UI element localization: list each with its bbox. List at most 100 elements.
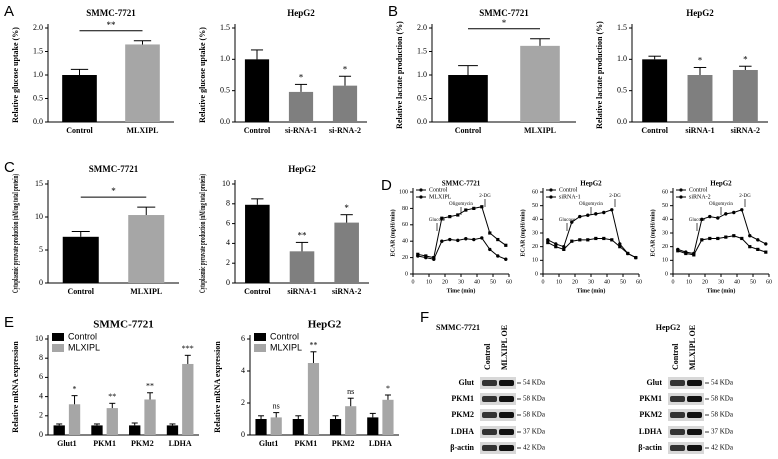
size-label: 42 KDa — [523, 444, 546, 452]
y-tick-label: 15 — [35, 179, 43, 188]
legend-marker — [549, 188, 553, 192]
marker — [602, 236, 606, 241]
blot-band — [482, 445, 497, 451]
series-line — [417, 237, 506, 260]
bar — [288, 91, 314, 122]
y-tick-label: 0.5 — [220, 85, 230, 94]
size-label: 58 KDa — [711, 395, 734, 403]
x-tick-label: siRNA-1 — [287, 287, 316, 296]
marker — [416, 252, 420, 256]
marker — [764, 242, 768, 246]
injection-label: Oligomycin — [579, 202, 603, 207]
legend-label: MLXIPL — [68, 342, 100, 352]
marker — [610, 238, 614, 242]
marker — [464, 237, 468, 241]
marker — [432, 256, 436, 260]
injection-label: Oligomycin — [709, 202, 733, 207]
legend-swatch — [52, 333, 64, 341]
marker — [440, 239, 444, 243]
x-tick-label: 0 — [672, 279, 675, 285]
y-tick-label: 30 — [662, 230, 668, 236]
size-label: 54 KDa — [711, 379, 734, 387]
y-tick-label: 1.5 — [617, 23, 627, 32]
marker — [764, 250, 768, 254]
x-tick-label: 30 — [458, 279, 464, 285]
blot-band — [482, 412, 497, 418]
x-tick-label: 40 — [734, 279, 740, 285]
bar — [255, 419, 267, 435]
blot-band — [482, 429, 497, 435]
significance: * — [344, 203, 349, 213]
series-line — [547, 209, 637, 259]
chart-title: HepG2 — [686, 8, 714, 18]
x-tick-label: 20 — [572, 279, 578, 285]
protein-label: LDHA — [639, 427, 662, 436]
significance: *** — [182, 344, 194, 353]
y-tick-label: 10 — [532, 258, 538, 264]
marker — [676, 249, 680, 253]
significance: ns — [273, 401, 280, 410]
size-label: 37 KDa — [523, 428, 546, 436]
marker — [716, 216, 720, 220]
y-tick-label: 20 — [532, 244, 538, 250]
marker — [546, 238, 550, 242]
legend-label: Control — [68, 331, 97, 341]
size-label: 58 KDa — [523, 395, 546, 403]
blot-band — [670, 445, 685, 451]
marker — [618, 242, 622, 246]
y-tick-label: 0.0 — [33, 117, 43, 126]
legend-marker — [679, 195, 683, 199]
chart-title: HepG2 — [710, 180, 732, 188]
y-axis-label: Relative mRNA expression — [213, 341, 222, 433]
y-tick-label: 50 — [662, 203, 668, 209]
bar — [448, 75, 488, 122]
significance: * — [299, 72, 304, 82]
injection-label: Glucose — [429, 218, 446, 223]
marker — [732, 234, 736, 238]
y-tick-label: 1.0 — [617, 54, 627, 63]
x-tick-label: 30 — [588, 279, 594, 285]
marker — [708, 214, 712, 219]
x-tick-label: 30 — [718, 279, 724, 285]
marker — [724, 235, 728, 239]
blot-band — [499, 396, 514, 402]
blot-title: HepG2 — [656, 323, 680, 332]
marker — [692, 253, 696, 257]
chart-title: SMMC-7721 — [479, 8, 529, 18]
marker — [554, 245, 558, 249]
blot-band — [687, 380, 702, 386]
blot-band — [482, 380, 497, 386]
x-tick-label: Control — [244, 126, 271, 135]
y-tick-label: 0.5 — [617, 85, 627, 94]
panel-label: A — [4, 3, 14, 20]
marker — [424, 254, 428, 258]
chart-title: SMMC-7721 — [86, 8, 136, 18]
y-tick-label: 20 — [662, 244, 668, 250]
y-tick-label: 2 — [39, 411, 43, 420]
y-tick-label: 1.0 — [33, 70, 43, 79]
marker — [700, 217, 704, 222]
bar — [520, 45, 560, 122]
marker — [634, 256, 638, 260]
marker — [618, 245, 622, 249]
protein-label: Glut — [458, 378, 474, 387]
bar — [125, 44, 160, 123]
x-axis-label: Time (min) — [577, 287, 606, 294]
bar — [144, 399, 156, 435]
significance: * — [343, 64, 348, 74]
x-tick-label: 10 — [556, 279, 562, 285]
marker — [748, 245, 752, 249]
blot-band — [499, 380, 514, 386]
x-tick-label: MLXIPL — [130, 287, 162, 296]
y-tick-label: 0 — [226, 278, 230, 287]
x-tick-label: 50 — [620, 279, 626, 285]
y-tick-label: 0 — [39, 278, 43, 287]
marker — [740, 208, 744, 212]
legend-marker — [419, 188, 423, 192]
panel-label: D — [381, 177, 392, 194]
blot-band — [687, 396, 702, 402]
legend-swatch — [52, 344, 64, 352]
y-tick-label: 0 — [535, 271, 538, 277]
marker — [472, 237, 476, 242]
blot-band — [687, 445, 702, 451]
